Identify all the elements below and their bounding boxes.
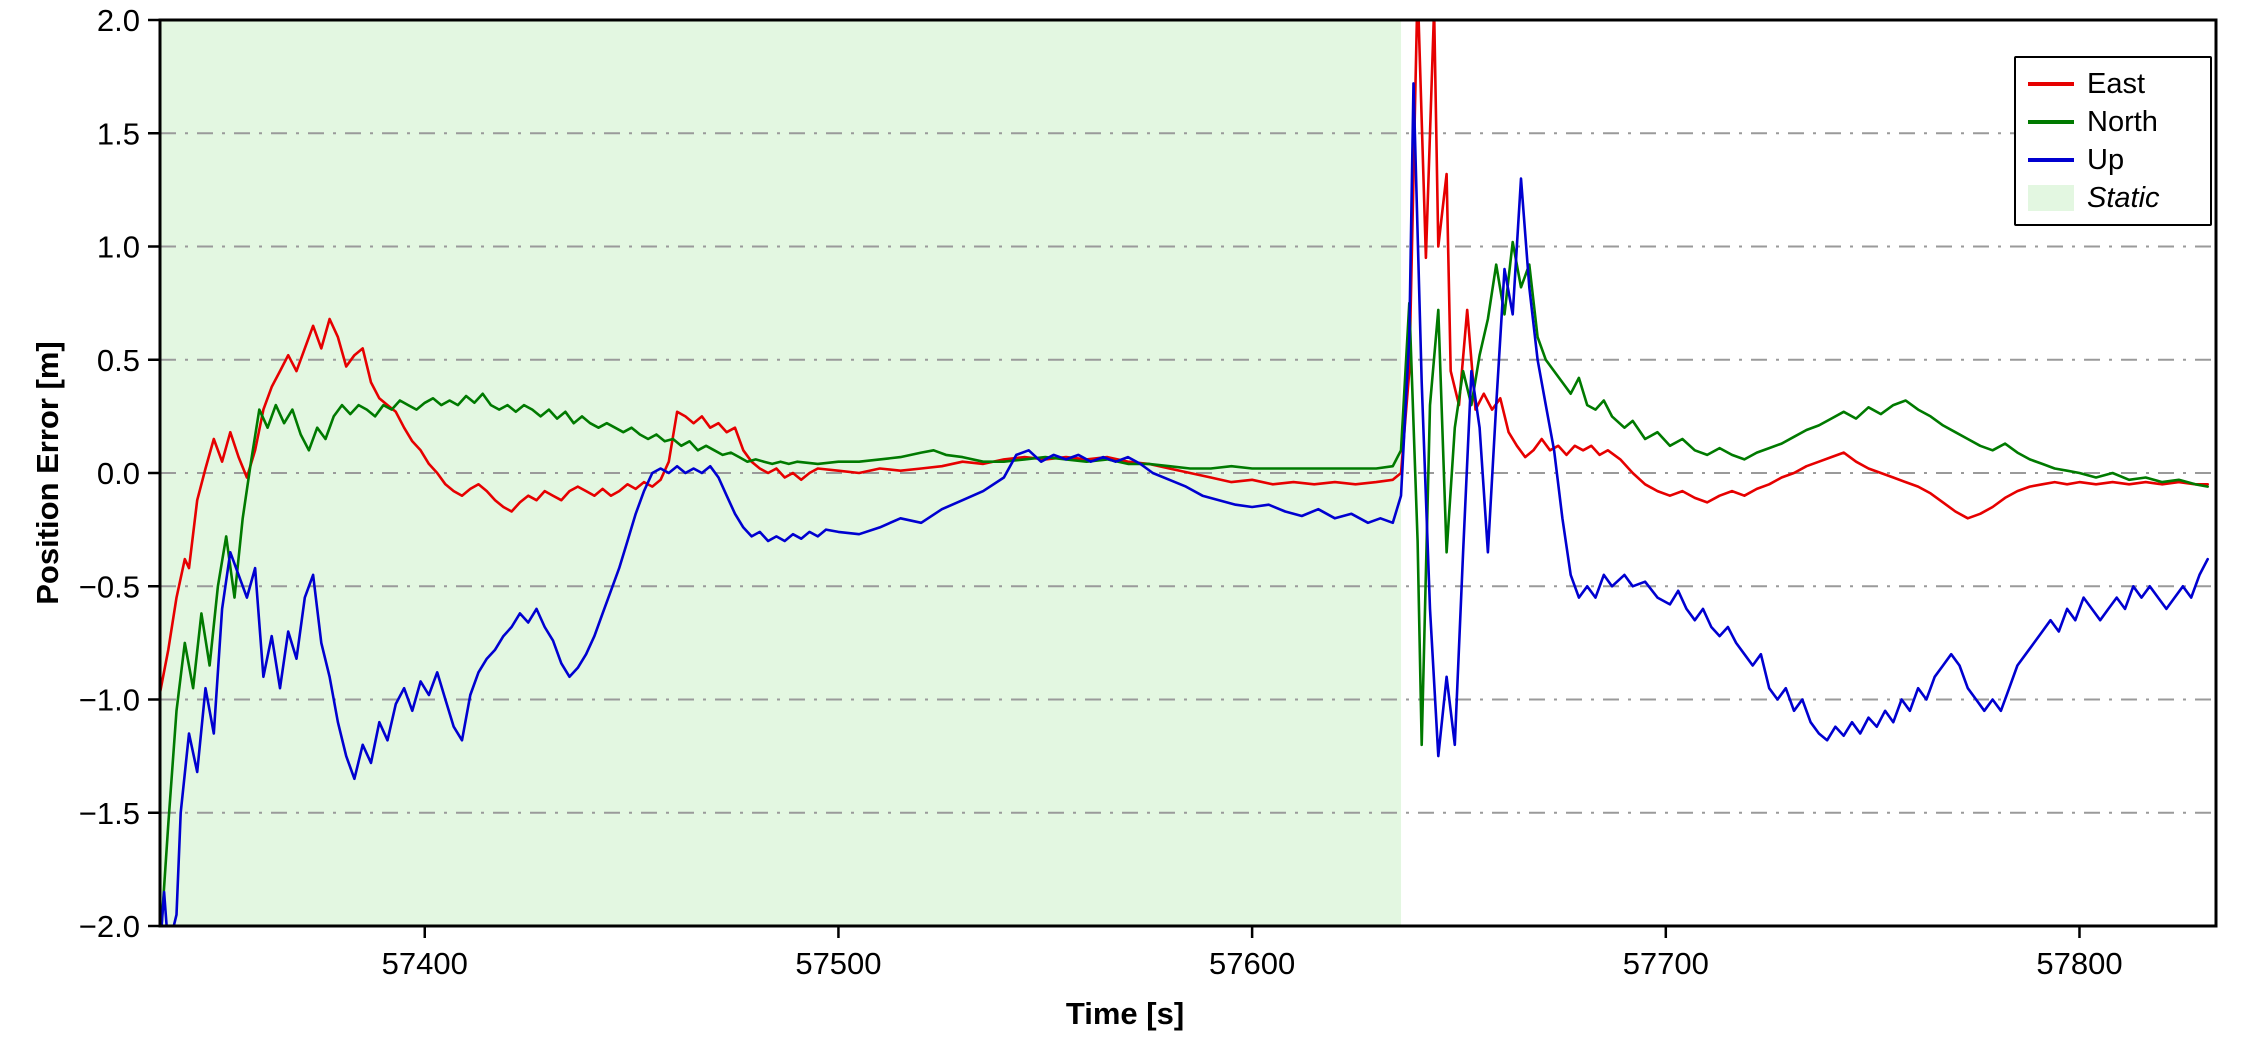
up-line-swatch	[2028, 158, 2074, 162]
y-tick-label: 1.0	[97, 230, 140, 265]
x-tick-label: 57800	[2036, 946, 2122, 981]
x-tick-label: 57500	[795, 946, 881, 981]
y-tick-label: 2.0	[97, 3, 140, 38]
legend-item-north: North	[2028, 103, 2198, 141]
series-lines	[160, 20, 2209, 926]
y-tick-label: −1.0	[79, 683, 140, 718]
tick-labels: 57400 57500 57600 57700 57800 −2.0 −1.5 −1.0 −0.…	[79, 3, 2123, 981]
y-tick-label: 0.5	[97, 343, 140, 378]
x-axis-label: Time [s]	[1065, 996, 1185, 1031]
x-tick-label: 57600	[1209, 946, 1295, 981]
legend-item-up: Up	[2028, 141, 2198, 179]
legend-item-east: East	[2028, 65, 2198, 103]
x-tick-label: 57400	[382, 946, 468, 981]
north-line-swatch	[2028, 120, 2074, 124]
legend-label-east: East	[2087, 67, 2146, 100]
legend-item-static: Static	[2028, 179, 2198, 217]
legend-label-up: Up	[2087, 143, 2125, 176]
east-line-swatch	[2028, 82, 2074, 86]
gridlines	[160, 132, 2216, 814]
y-tick-label: 0.0	[97, 456, 140, 491]
y-tick-label: −1.5	[79, 796, 140, 831]
legend-label-static: Static	[2087, 181, 2160, 214]
legend: East North Up Static	[2014, 56, 2212, 226]
x-tick-label: 57700	[1623, 946, 1709, 981]
static-region-swatch	[2028, 185, 2074, 211]
y-axis-label: Position Error [m]	[30, 341, 65, 605]
y-tick-label: −2.0	[79, 909, 140, 944]
y-tick-label: −0.5	[79, 569, 140, 604]
series-line-north	[160, 240, 2209, 926]
legend-label-north: North	[2087, 105, 2158, 138]
y-tick-label: 1.5	[97, 116, 140, 151]
axis-ticks	[148, 18, 2081, 938]
series-line-up	[160, 82, 2209, 926]
